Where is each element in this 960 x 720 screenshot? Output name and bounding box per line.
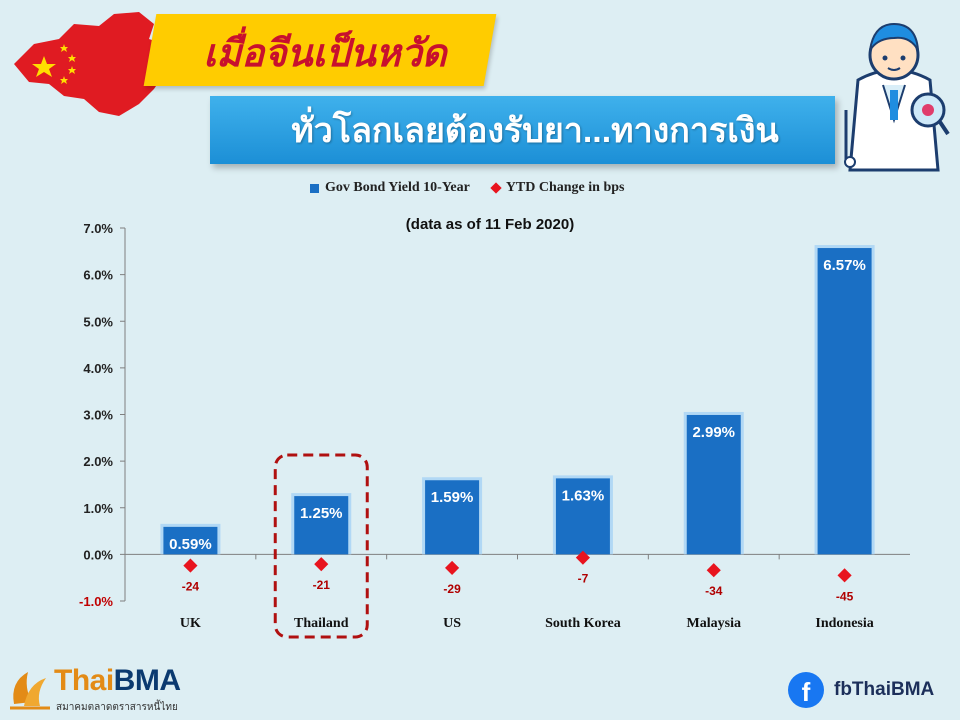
y-tick-label: 5.0% — [83, 314, 113, 329]
logo-thai: Thai — [54, 664, 114, 697]
logo-wordmark: ThaiBMA — [54, 664, 181, 698]
ytd-change-label: -7 — [578, 572, 589, 586]
legend-label-bond-yield: Gov Bond Yield 10-Year — [325, 180, 470, 195]
bar-indonesia — [817, 248, 872, 555]
bar-value-label: 6.57% — [823, 257, 866, 274]
ytd-change-label: -34 — [705, 584, 723, 598]
category-label: South Korea — [545, 616, 621, 631]
bar-value-label: 1.59% — [431, 489, 474, 506]
legend-label-ytd-change: YTD Change in bps — [505, 180, 625, 195]
ytd-change-marker — [445, 560, 460, 575]
y-tick-label: 7.0% — [83, 221, 113, 236]
y-tick-label: 1.0% — [83, 501, 113, 516]
ytd-change-marker — [837, 568, 852, 583]
doctor-icon — [844, 22, 950, 172]
ytd-change-marker — [314, 557, 329, 572]
bar-value-label: 2.99% — [692, 424, 735, 441]
facebook-handle: fbThaiBMA — [834, 679, 935, 700]
data-date-note: (data as of 11 Feb 2020) — [405, 216, 575, 233]
bar-malaysia — [686, 414, 741, 555]
ytd-change-label: -45 — [836, 589, 854, 603]
chart-legend: Gov Bond Yield 10-Year YTD Change in bps — [310, 180, 624, 196]
ytd-change-label: -21 — [313, 578, 331, 592]
y-tick-label: 6.0% — [83, 268, 113, 283]
ytd-change-marker — [706, 563, 721, 578]
logo-bma: BMA — [113, 664, 181, 697]
legend-item-bond-yield: Gov Bond Yield 10-Year — [310, 180, 470, 196]
facebook-icon: f — [788, 672, 824, 708]
page-subtitle: ทั่วโลกเลยต้องรับยา...ทางการเงิน — [291, 112, 779, 150]
category-label: Indonesia — [815, 616, 873, 631]
category-label: Malaysia — [687, 616, 741, 631]
legend-item-ytd-change: YTD Change in bps — [490, 180, 625, 196]
ytd-change-label: -24 — [182, 580, 200, 594]
category-label: US — [443, 616, 461, 631]
subtitle-banner — [210, 96, 835, 164]
highlight-box-thailand — [273, 453, 369, 639]
bar-uk — [163, 526, 218, 555]
bar-south-korea — [555, 478, 610, 555]
bar-value-label: 1.25% — [300, 505, 343, 522]
ytd-change-label: -29 — [443, 582, 461, 596]
thaibma-logo-icon — [10, 672, 50, 710]
y-tick-label: 2.0% — [83, 454, 113, 469]
y-tick-label: -1.0% — [79, 594, 113, 609]
y-tick-label: 0.0% — [83, 547, 113, 562]
legend-swatch-bar — [310, 183, 319, 193]
bar-value-label: 0.59% — [169, 536, 212, 553]
ytd-change-marker — [575, 550, 590, 565]
china-map-icon — [14, 12, 174, 116]
bar-thailand — [294, 496, 349, 555]
y-tick-label: 4.0% — [83, 361, 113, 376]
facebook-link[interactable]: f fbThaiBMA — [788, 672, 934, 708]
logo-tagline: สมาคมตลาดตราสารหนี้ไทย — [56, 702, 178, 713]
category-label: UK — [180, 616, 201, 631]
bar-value-label: 1.63% — [562, 487, 605, 504]
bar-us — [425, 480, 480, 555]
ytd-change-marker — [183, 558, 198, 573]
category-label: Thailand — [294, 616, 349, 631]
y-tick-label: 3.0% — [83, 408, 113, 423]
page-title: เมื่อจีนเป็นหวัด — [203, 32, 447, 75]
